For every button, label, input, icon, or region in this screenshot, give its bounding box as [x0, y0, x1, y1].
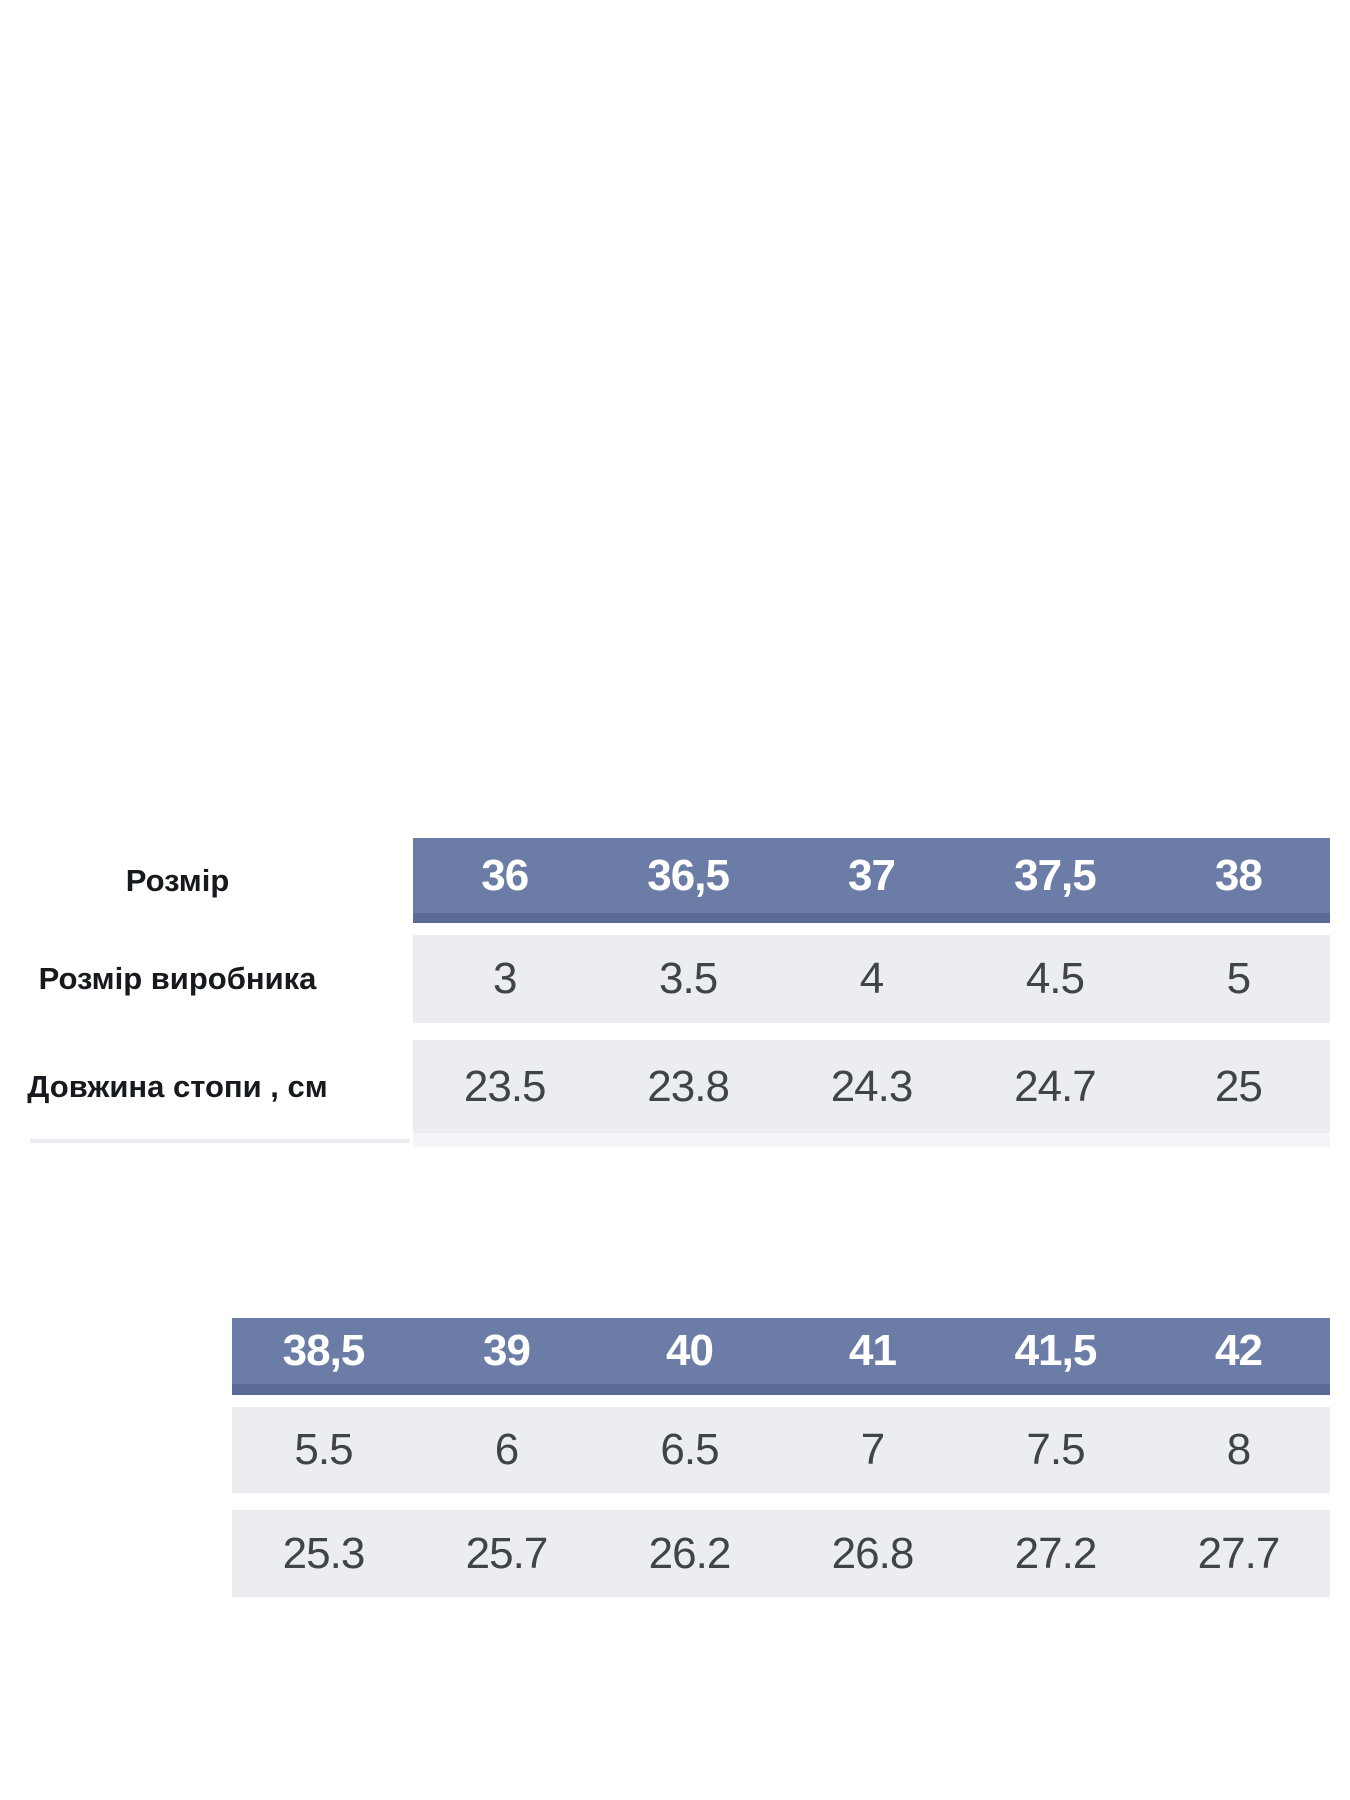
manufacturer-size-cell: 4 [859, 954, 884, 1003]
foot-length-cell: 23.5 [463, 1061, 547, 1111]
manufacturer-size-row-part1: 3 3.5 4 4.5 5 [413, 935, 1330, 1023]
foot-length-row-part1: 23.5 23.8 24.3 24.7 25 [413, 1040, 1330, 1133]
manufacturer-size-cell: 4.5 [1025, 954, 1085, 1003]
manufacturer-size-cell: 7.5 [1026, 1425, 1085, 1474]
manufacturer-size-cell: 8 [1226, 1425, 1251, 1474]
size-header-row-part2: 38,5 39 40 41 41,5 42 [232, 1318, 1330, 1395]
row-label-size: Розмір [125, 862, 230, 898]
size-header-cell: 42 [1215, 1326, 1263, 1375]
size-header-cell: 40 [666, 1326, 714, 1375]
size-header-cell: 36,5 [647, 850, 730, 900]
foot-length-cell: 25.7 [465, 1528, 549, 1578]
size-header-cell: 41,5 [1014, 1326, 1098, 1375]
size-header-cell: 37 [848, 850, 896, 900]
manufacturer-size-cell: 3 [492, 954, 517, 1003]
size-header-row-part1: 36 36,5 37 37,5 38 [413, 838, 1330, 923]
size-header-cell: 36 [481, 850, 529, 900]
manufacturer-size-cell: 3.5 [659, 954, 718, 1003]
size-header-cell: 37,5 [1014, 850, 1097, 900]
size-header-cell: 41 [849, 1326, 897, 1375]
size-header-cell: 38,5 [282, 1326, 366, 1375]
size-header-cell: 38 [1214, 850, 1263, 900]
foot-length-row-part2: 25.3 25.7 26.2 26.8 27.2 27.7 [232, 1510, 1330, 1597]
label-column-underline [30, 1139, 410, 1143]
row-label-foot-length: Довжина стопи , см [27, 1068, 328, 1104]
row-label-box-foot-length: Довжина стопи , см [0, 1040, 355, 1133]
row-label-manufacturer-size: Розмір виробника [38, 961, 317, 996]
table-bottom-strip [413, 1133, 1330, 1147]
foot-length-cell: 25.3 [282, 1528, 366, 1578]
manufacturer-size-cell: 5 [1226, 954, 1251, 1003]
manufacturer-size-cell: 7 [860, 1425, 885, 1474]
manufacturer-size-cell: 5.5 [294, 1425, 353, 1474]
foot-length-cell: 26.2 [648, 1528, 732, 1578]
foot-length-cell: 27.7 [1197, 1528, 1281, 1578]
manufacturer-size-cell: 6 [494, 1425, 519, 1474]
foot-length-cell: 25 [1214, 1061, 1263, 1111]
foot-length-cell: 26.8 [831, 1528, 915, 1578]
size-header-cell: 39 [483, 1326, 531, 1375]
foot-length-cell: 27.2 [1014, 1528, 1098, 1578]
foot-length-cell: 24.3 [830, 1061, 914, 1111]
manufacturer-size-cell: 6.5 [660, 1425, 719, 1474]
row-label-box-manufacturer-size: Розмір виробника [0, 935, 355, 1023]
manufacturer-size-row-part2: 5.5 6 6.5 7 7.5 8 [232, 1407, 1330, 1493]
foot-length-cell: 24.7 [1014, 1061, 1097, 1111]
foot-length-cell: 23.8 [647, 1061, 730, 1111]
row-label-box-size: Розмір [0, 838, 355, 923]
